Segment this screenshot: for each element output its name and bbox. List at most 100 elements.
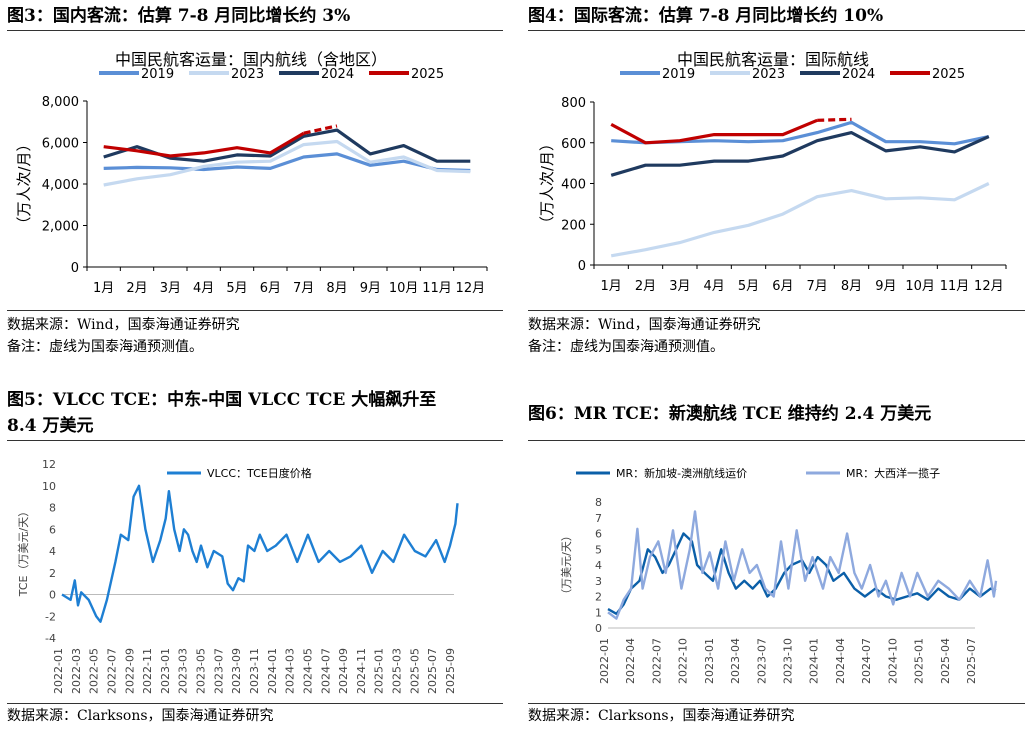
y-tick-label: 2,000 xyxy=(42,220,79,235)
x-tick-label: 2023-07 xyxy=(212,648,225,694)
x-tick-label: 7月 xyxy=(807,279,828,294)
x-tick-label: 2024-10 xyxy=(886,638,899,684)
y-tick-label: -4 xyxy=(45,632,56,645)
x-tick-label: 4月 xyxy=(704,279,725,294)
legend-label-2019: 2019 xyxy=(141,67,174,82)
panel4-title-rule xyxy=(528,30,1025,31)
legend-label-2019: 2019 xyxy=(662,67,695,82)
y-axis-label: （万人次/月） xyxy=(538,136,556,231)
panel6-title: 图6：MR TCE：新澳航线 TCE 维持约 2.4 万美元 xyxy=(528,404,932,424)
legend-label-2: MR：大西洋一揽子 xyxy=(846,466,940,480)
x-tick-label: 2023-10 xyxy=(782,638,795,684)
x-tick-label: 5月 xyxy=(738,279,759,294)
x-tick-label: 2022-01 xyxy=(52,648,65,694)
x-tick-label: 4月 xyxy=(193,281,214,296)
x-tick-label: 2023-04 xyxy=(729,638,742,684)
series-line-2024 xyxy=(103,128,471,163)
x-tick-label: 3月 xyxy=(160,281,181,296)
x-tick-label: 2022-07 xyxy=(650,638,663,684)
y-tick-label: 400 xyxy=(561,178,586,193)
y-tick-label: 0 xyxy=(71,261,79,276)
y-axis-label: （万美元/天） xyxy=(560,530,573,600)
series-line-2025 xyxy=(103,131,305,158)
panel6-source: 数据来源：Clarksons，国泰海通证券研究 xyxy=(528,708,795,724)
y-axis-label: TCE（万美元/天） xyxy=(17,506,30,597)
x-tick-label: 2022-10 xyxy=(677,638,690,684)
y-tick-label: 0 xyxy=(595,622,602,635)
chart-title: 中国民航客运量：国际航线 xyxy=(677,50,869,69)
series-line-2 xyxy=(607,510,998,620)
y-tick-label: 200 xyxy=(561,218,586,233)
panel4-source: 数据来源：Wind，国泰海通证券研究 xyxy=(528,317,761,333)
x-tick-label: 2025-01 xyxy=(913,638,926,684)
y-tick-label: 8,000 xyxy=(42,95,79,110)
x-tick-label: 8月 xyxy=(326,281,347,296)
panel4-bottom-rule xyxy=(528,310,1025,311)
x-tick-label: 2023-05 xyxy=(195,648,208,694)
panel6-title-rule xyxy=(528,440,1025,441)
series-line-2019 xyxy=(103,152,471,173)
x-tick-label: 2025-07 xyxy=(426,648,439,694)
x-tick-label: 6月 xyxy=(772,279,793,294)
y-tick-label: 5 xyxy=(595,543,602,556)
x-tick-label: 5月 xyxy=(226,281,247,296)
legend-label-2025: 2025 xyxy=(932,67,965,82)
x-tick-label: 7月 xyxy=(293,281,314,296)
panel4-note: 备注：虚线为国泰海通预测值。 xyxy=(528,339,724,355)
y-tick-label: 4 xyxy=(595,559,602,572)
y-tick-label: 6 xyxy=(49,523,56,536)
legend-label-2023: 2023 xyxy=(752,67,785,82)
y-tick-label: 0 xyxy=(578,259,586,274)
panel6-bottom-rule xyxy=(528,703,1025,704)
x-tick-label: 2024-05 xyxy=(301,648,314,694)
x-tick-label: 10月 xyxy=(905,279,935,294)
x-tick-label: 2025-04 xyxy=(939,638,952,684)
x-tick-label: 2022-03 xyxy=(70,648,83,694)
x-tick-label: 2023-01 xyxy=(703,638,716,684)
x-tick-label: 6月 xyxy=(260,281,281,296)
x-tick-label: 2025-09 xyxy=(444,648,457,694)
chart-mr-tce: MR：新加坡-澳洲航线运价 MR：大西洋一揽子 0 1 2 3 4 5 6 7 8 2022-01 20… xyxy=(560,466,998,684)
x-tick-label: 2025-05 xyxy=(408,648,421,694)
x-tick-label: 2024-03 xyxy=(284,648,297,694)
x-tick-label: 2023-01 xyxy=(159,648,172,694)
panel3-title-rule xyxy=(7,30,503,31)
x-tick-label: 2024-11 xyxy=(355,648,368,694)
panel3-bottom-rule xyxy=(7,310,503,311)
y-tick-label: 7 xyxy=(595,512,602,525)
chart-vlcc-tce: VLCC：TCE日度价格 -4 -2 0 2 4 6 8 10 12 2022-01 2022-03 2… xyxy=(17,458,459,694)
legend-label-1: MR：新加坡-澳洲航线运价 xyxy=(616,466,747,480)
x-tick-label: 2024-07 xyxy=(860,638,873,684)
series-forecast-line-2025 xyxy=(817,117,852,122)
x-tick-label: 12月 xyxy=(974,279,1004,294)
y-tick-label: 10 xyxy=(42,480,56,493)
panel4-title: 图4：国际客流：估算 7-8 月同比增长约 10% xyxy=(528,6,884,26)
panel5-bottom-rule xyxy=(7,703,503,704)
x-tick-label: 12月 xyxy=(456,281,486,296)
x-tick-label: 11月 xyxy=(422,281,452,296)
y-tick-label: 4 xyxy=(49,545,56,558)
x-tick-label: 9月 xyxy=(875,279,896,294)
x-tick-label: 2024-01 xyxy=(808,638,821,684)
legend-label-2023: 2023 xyxy=(231,67,264,82)
series-line-2024 xyxy=(610,131,990,177)
panel5-title-rule xyxy=(7,440,503,441)
x-tick-label: 2022-09 xyxy=(123,648,136,694)
x-tick-label: 2024-01 xyxy=(266,648,279,694)
y-tick-label: 6,000 xyxy=(42,137,79,152)
y-tick-label: -2 xyxy=(45,610,56,623)
y-tick-label: 6 xyxy=(595,528,602,541)
x-tick-label: 2月 xyxy=(126,281,147,296)
x-tick-label: 10月 xyxy=(389,281,419,296)
y-tick-label: 0 xyxy=(49,589,56,602)
legend-label-2024: 2024 xyxy=(321,67,354,82)
x-tick-label: 2022-11 xyxy=(141,648,154,694)
y-axis-label: （万人次/月） xyxy=(15,136,33,231)
series-line-1 xyxy=(61,484,459,623)
x-tick-label: 2022-05 xyxy=(88,648,101,694)
panel5-source: 数据来源：Clarksons，国泰海通证券研究 xyxy=(7,708,274,724)
x-tick-label: 2022-04 xyxy=(624,638,637,684)
series-forecast-line-2025 xyxy=(303,124,338,135)
x-tick-label: 2023-11 xyxy=(248,648,261,694)
